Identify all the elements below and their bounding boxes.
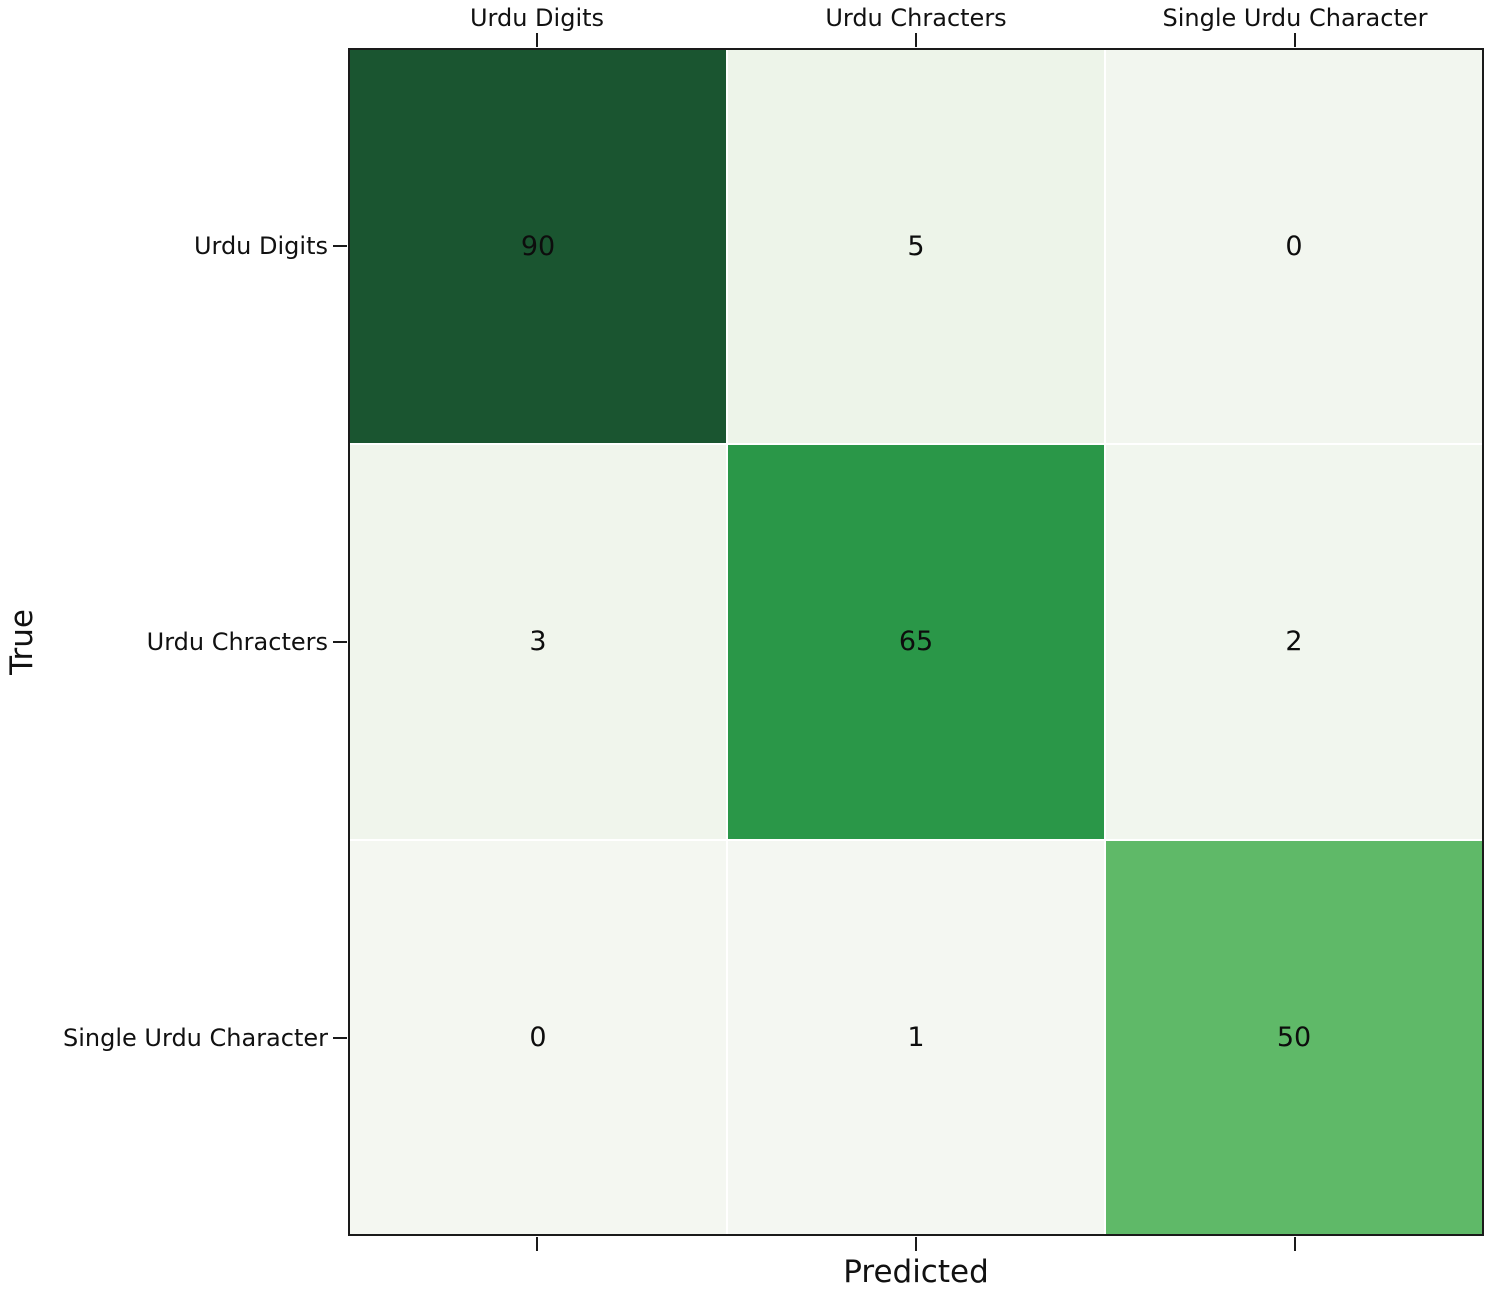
matrix-cell-r2c0: 0 <box>350 840 726 1234</box>
matrix-cell-r1c2: 2 <box>1106 445 1482 839</box>
x-tick-label-urdu-chracters: Urdu Chracters <box>825 4 1007 32</box>
y-tick-label-single-urdu-character: Single Urdu Character <box>63 1024 328 1052</box>
y-tick-mark <box>333 641 347 643</box>
x-tick-label-single-urdu-character: Single Urdu Character <box>1162 4 1428 32</box>
x-tick-mark-top <box>915 33 917 47</box>
matrix-cell-r0c2: 0 <box>1106 50 1482 444</box>
x-tick-mark-bottom <box>1294 1237 1296 1251</box>
matrix-cell-r1c0: 3 <box>350 445 726 839</box>
matrix-cell-r1c1: 65 <box>728 445 1104 839</box>
matrix-cell-r2c2: 50 <box>1106 840 1482 1234</box>
y-tick-mark <box>333 245 347 247</box>
x-tick-mark-bottom <box>536 1237 538 1251</box>
x-axis-label: Predicted <box>843 1254 989 1290</box>
x-tick-mark-bottom <box>915 1237 917 1251</box>
matrix-cell-r0c1: 5 <box>728 50 1104 444</box>
y-tick-label-urdu-chracters: Urdu Chracters <box>146 628 328 656</box>
y-tick-label-urdu-digits: Urdu Digits <box>193 232 328 260</box>
x-tick-mark-top <box>536 33 538 47</box>
x-tick-mark-top <box>1294 33 1296 47</box>
y-tick-mark <box>333 1037 347 1039</box>
y-axis-label: True <box>4 609 40 675</box>
heatmap-grid: 90 5 0 3 65 2 0 1 50 <box>348 48 1484 1236</box>
x-tick-label-urdu-digits: Urdu Digits <box>469 4 605 32</box>
matrix-cell-r2c1: 1 <box>728 840 1104 1234</box>
matrix-cell-r0c0: 90 <box>350 50 726 444</box>
